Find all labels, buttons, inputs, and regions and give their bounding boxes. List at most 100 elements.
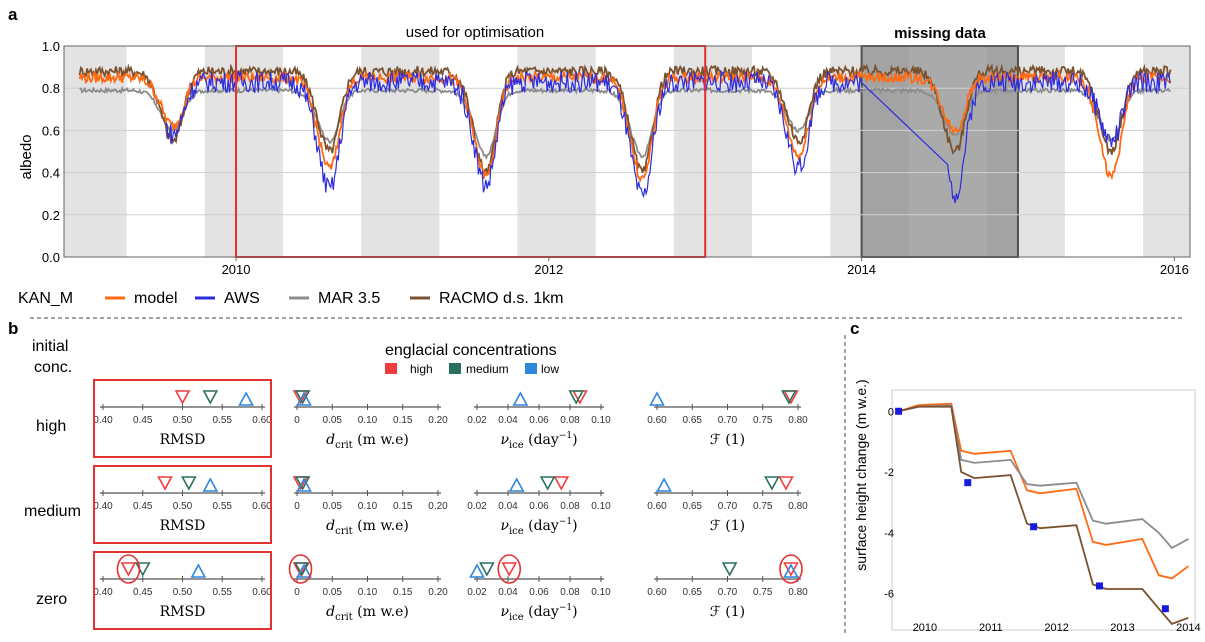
axis-title-f: ℱ (1) xyxy=(710,604,745,620)
marker-high-conc xyxy=(783,562,799,577)
param-tick-label: 0.06 xyxy=(529,501,549,512)
axis-title-close: ) xyxy=(572,604,577,620)
x-tick-label: 2010 xyxy=(913,622,937,634)
param-tick-label: 0.08 xyxy=(560,415,580,426)
marker-high-conc xyxy=(157,476,173,491)
param-tick-label: 0.80 xyxy=(788,587,808,598)
y-tick-label: -2 xyxy=(884,467,894,479)
param-tick-label: 0.55 xyxy=(213,501,233,512)
param-tick-label: 0.04 xyxy=(498,587,518,598)
axis-title-d: d xyxy=(326,432,335,448)
param-tick-label: 0.70 xyxy=(718,501,738,512)
marker-low-conc xyxy=(202,477,219,492)
axis-title-close: ) xyxy=(572,518,577,534)
axis-title-nu: νice (day−1) xyxy=(500,517,577,537)
param-tick-label: 0.75 xyxy=(753,501,773,512)
axis-title-f: ℱ (1) xyxy=(710,432,745,448)
param-tick-label: 0.50 xyxy=(173,501,193,512)
marker-high-conc xyxy=(501,562,518,577)
marker-low-conc xyxy=(656,477,672,492)
axis-title-sub: ice xyxy=(509,526,524,537)
legend-label-mar: MAR 3.5 xyxy=(318,290,380,307)
param-tick-label: 0.55 xyxy=(213,587,233,598)
marker-low-conc xyxy=(296,563,312,578)
legend-label-high: high xyxy=(410,362,433,376)
best-fit-highlight xyxy=(497,554,522,584)
marker-medium-conc xyxy=(780,390,797,405)
rmsd-highlight-frame xyxy=(93,379,272,458)
marker-low-conc xyxy=(512,391,529,406)
param-tick-label: 0.02 xyxy=(467,587,487,598)
legend-label-model: model xyxy=(134,290,178,307)
param-tick-label: 0.80 xyxy=(788,415,808,426)
axis-title-d: d xyxy=(326,604,335,620)
marker-low-conc xyxy=(190,563,207,578)
axis-title-sub: crit xyxy=(335,440,353,451)
marker-low-conc xyxy=(649,391,665,406)
param-tick-label: 0.65 xyxy=(683,415,703,426)
param-tick-label: 0.65 xyxy=(683,501,703,512)
panel-c-plot-frame xyxy=(891,389,1196,631)
param-tick-label: 0.10 xyxy=(591,501,611,512)
axis-title-f: ℱ (1) xyxy=(710,518,745,534)
axis-title-sub: crit xyxy=(335,526,353,537)
param-tick-label: 0.04 xyxy=(498,415,518,426)
param-tick-label: 0.55 xyxy=(213,415,233,426)
param-tick-label: 0.05 xyxy=(323,501,343,512)
x-tick-label: 2012 xyxy=(1044,622,1068,634)
observation-marker xyxy=(895,407,903,415)
param-tick-label: 0.40 xyxy=(93,587,113,598)
row-header-line2: conc. xyxy=(34,359,72,376)
row-header-line1: initial xyxy=(32,338,68,355)
param-tick-label: 0.05 xyxy=(323,587,343,598)
param-tick-label: 0.60 xyxy=(647,501,667,512)
aws-line xyxy=(165,69,1171,204)
param-tick-label: 0.05 xyxy=(323,415,343,426)
legend-title-kan-m: KAN_M xyxy=(18,290,73,307)
param-tick-label: 0.20 xyxy=(428,501,448,512)
axis-title-dcrit: dcrit (m w.e) xyxy=(326,518,409,537)
param-tick-label: 0.06 xyxy=(529,415,549,426)
marker-medium-conc xyxy=(181,476,197,491)
param-tick-label: 0.08 xyxy=(560,501,580,512)
concentration-legend-title: englacial concentrations xyxy=(385,342,557,359)
param-tick-label: 0.04 xyxy=(498,501,518,512)
observation-marker xyxy=(1030,523,1038,531)
x-tick-label: 2012 xyxy=(534,262,563,277)
param-tick-label: 0.15 xyxy=(393,415,413,426)
param-tick-label: 0.02 xyxy=(467,501,487,512)
param-tick-label: 0.15 xyxy=(393,587,413,598)
best-fit-highlight xyxy=(779,554,803,584)
axis-title-nu: νice (day−1) xyxy=(500,431,577,451)
marker-medium-conc xyxy=(294,562,310,577)
axis-title-unit: (day xyxy=(524,432,559,448)
param-tick-label: 0.45 xyxy=(133,501,153,512)
param-tick-label: 0.10 xyxy=(358,587,378,598)
parameter-axes: 0.40 0.45 0.50 0.55 0.60 RMSD 0 0.05 0.10 0.15 0.2… xyxy=(93,379,808,630)
marker-low-conc xyxy=(469,563,485,578)
param-tick-label: 0.08 xyxy=(560,587,580,598)
x-tick-label: 2016 xyxy=(1160,262,1189,277)
param-tick-label: 0.10 xyxy=(358,415,378,426)
marker-medium-conc xyxy=(721,562,738,577)
legend-label-aws: AWS xyxy=(224,290,260,307)
y-tick-label: 1.0 xyxy=(42,39,60,54)
param-tick-label: 0.40 xyxy=(93,415,113,426)
param-tick-label: 0.45 xyxy=(133,587,153,598)
y-tick-label: 0 xyxy=(888,406,894,418)
axis-title-dcrit: dcrit (m w.e) xyxy=(326,432,409,451)
row-label-high: high xyxy=(36,418,66,435)
legend-swatch-low xyxy=(525,363,537,374)
best-fit-highlight xyxy=(116,554,141,584)
rmsd-highlight-frame xyxy=(93,551,272,630)
albedo-y-label: albedo xyxy=(18,134,35,179)
param-tick-label: 0.75 xyxy=(753,415,773,426)
axis-title-unit: (day xyxy=(524,604,559,620)
param-tick-label: 0 xyxy=(294,587,300,598)
param-tick-label: 0.60 xyxy=(647,587,667,598)
param-tick-label: 0 xyxy=(294,501,300,512)
height-change-y-label: surface height change (m w.e.) xyxy=(853,379,869,570)
marker-low-conc xyxy=(296,477,312,492)
param-tick-label: 0.65 xyxy=(683,587,703,598)
param-tick-label: 0.20 xyxy=(428,587,448,598)
